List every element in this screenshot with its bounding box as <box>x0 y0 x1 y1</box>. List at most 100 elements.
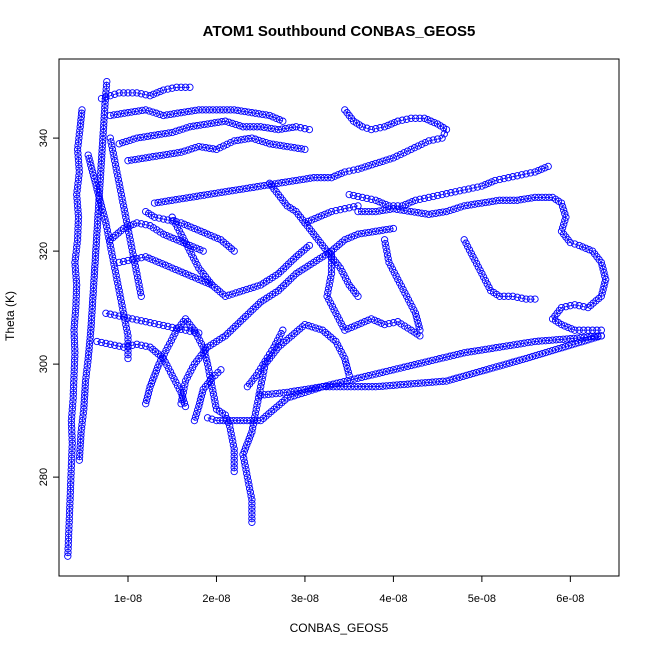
data-point <box>329 383 337 391</box>
data-point <box>75 134 83 142</box>
data-point <box>99 209 107 217</box>
data-point <box>277 341 285 349</box>
data-point <box>375 198 383 206</box>
data-point <box>430 118 438 127</box>
data-point <box>410 361 419 369</box>
data-point <box>65 514 73 523</box>
data-point <box>218 118 226 126</box>
data-point <box>73 202 82 210</box>
data-point <box>384 254 392 263</box>
data-point <box>90 266 99 274</box>
data-point <box>67 462 76 470</box>
data-point <box>119 305 127 314</box>
data-point <box>119 224 128 233</box>
data-point <box>188 250 196 259</box>
data-point <box>165 262 173 271</box>
data-point <box>142 342 150 350</box>
data-point <box>118 302 126 310</box>
data-point <box>102 219 110 227</box>
data-point <box>284 277 293 285</box>
data-point <box>182 124 191 132</box>
data-point <box>177 219 185 227</box>
data-point <box>68 454 76 462</box>
data-point <box>120 206 128 214</box>
data-point <box>372 383 380 391</box>
data-point <box>235 122 244 130</box>
data-point <box>150 131 159 139</box>
data-point <box>292 253 300 261</box>
data-point <box>77 435 85 443</box>
data-point <box>234 136 242 145</box>
data-point <box>168 371 176 380</box>
data-point <box>170 110 178 118</box>
data-point <box>392 272 400 280</box>
data-point <box>99 132 107 140</box>
data-point <box>361 229 369 237</box>
data-point <box>600 282 608 290</box>
data-point <box>68 443 76 451</box>
data-point <box>317 174 325 182</box>
data-point <box>122 137 130 146</box>
data-point <box>388 265 397 273</box>
data-point <box>185 370 193 378</box>
data-point <box>332 206 340 215</box>
data-point <box>103 226 112 235</box>
data-point <box>109 149 117 157</box>
data-point <box>142 253 150 261</box>
data-point <box>72 251 80 259</box>
data-point <box>142 221 150 229</box>
data-point <box>248 507 256 515</box>
data-point <box>121 317 129 325</box>
data-point <box>472 368 480 377</box>
data-point <box>195 329 203 337</box>
data-point <box>568 341 576 349</box>
data-point <box>190 224 199 233</box>
data-point <box>211 398 219 406</box>
data-point <box>186 123 194 131</box>
data-point <box>194 333 202 341</box>
data-point <box>173 236 181 244</box>
data-point <box>382 156 390 164</box>
data-point <box>382 243 390 251</box>
data-point <box>94 210 102 218</box>
data-point <box>301 145 309 154</box>
data-point <box>67 420 76 429</box>
data-point <box>89 291 97 299</box>
data-point <box>584 303 592 312</box>
data-point <box>80 402 88 410</box>
data-point <box>509 358 517 366</box>
data-point <box>74 149 82 157</box>
data-point <box>357 207 366 216</box>
data-point <box>599 265 607 273</box>
data-point <box>340 377 348 386</box>
data-point <box>474 346 482 355</box>
data-point <box>407 380 415 388</box>
data-point <box>350 375 359 383</box>
data-point <box>249 123 258 131</box>
data-point <box>230 464 238 472</box>
data-point <box>133 340 141 348</box>
data-point <box>126 236 134 244</box>
data-point <box>137 292 145 300</box>
data-point <box>408 302 416 311</box>
data-point <box>406 299 414 307</box>
data-point <box>69 383 78 391</box>
data-point <box>68 447 76 455</box>
data-point <box>137 90 145 98</box>
data-point <box>102 81 111 90</box>
data-point <box>447 189 455 197</box>
data-point <box>90 175 99 183</box>
data-point <box>597 292 605 300</box>
data-point <box>367 195 375 203</box>
data-point <box>345 167 353 175</box>
data-point <box>320 174 329 182</box>
data-point <box>404 296 413 304</box>
data-point <box>321 328 329 337</box>
data-point <box>165 364 173 373</box>
data-point <box>279 117 287 125</box>
data-point <box>379 368 387 376</box>
data-point <box>127 239 135 248</box>
data-point <box>472 259 481 268</box>
data-point <box>506 196 514 204</box>
data-point <box>251 413 259 421</box>
